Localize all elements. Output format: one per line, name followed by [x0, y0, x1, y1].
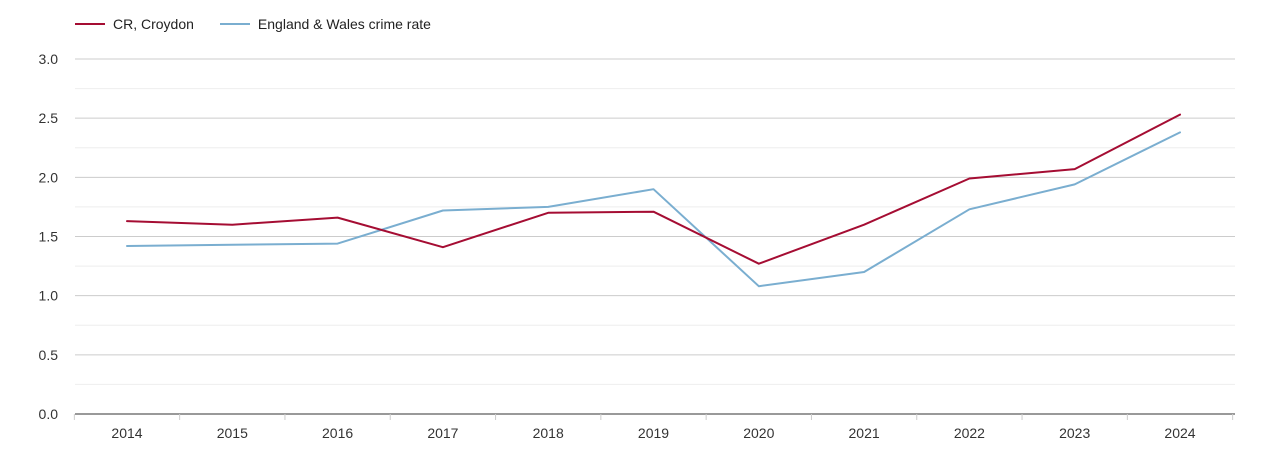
legend-item-croydon[interactable]: CR, Croydon: [75, 16, 194, 32]
x-tick-label: 2014: [111, 425, 142, 441]
y-tick-label: 3.0: [39, 51, 59, 67]
x-tick-label: 2024: [1164, 425, 1195, 441]
data-point-england-wales[interactable]: [753, 280, 765, 292]
x-tick-label: 2022: [954, 425, 985, 441]
x-tick-label: 2018: [533, 425, 564, 441]
grid-layer: [75, 58, 1235, 385]
legend-swatch-england-wales: [219, 23, 250, 25]
series-line-croydon[interactable]: [126, 113, 1181, 265]
y-tick-label: 2.0: [39, 169, 59, 185]
data-point-croydon[interactable]: [1174, 109, 1186, 121]
y-tick-label: 2.5: [39, 110, 59, 126]
data-point-croydon[interactable]: [648, 206, 660, 218]
data-point-england-wales[interactable]: [858, 266, 870, 278]
chart-legend: CR, Croydon England & Wales crime rate: [75, 16, 431, 32]
x-tick-label: 2016: [322, 425, 353, 441]
legend-item-england-wales[interactable]: England & Wales crime rate: [219, 16, 431, 32]
data-point-england-wales[interactable]: [1069, 178, 1081, 190]
data-point-croydon[interactable]: [963, 173, 975, 185]
series-line-england-wales[interactable]: [126, 131, 1181, 288]
y-tick-label: 0.0: [39, 406, 59, 422]
legend-label-england-wales: England & Wales crime rate: [257, 16, 431, 32]
x-tick-label: 2021: [849, 425, 880, 441]
x-tick-label: 2017: [427, 425, 458, 441]
data-point-england-wales[interactable]: [1174, 126, 1186, 138]
y-tick-label: 1.0: [39, 288, 59, 304]
data-point-croydon[interactable]: [1069, 163, 1081, 175]
data-point-england-wales[interactable]: [332, 238, 344, 250]
x-tick-label: 2019: [638, 425, 669, 441]
data-point-england-wales[interactable]: [121, 240, 133, 252]
legend-swatch-croydon: [75, 23, 105, 25]
data-point-croydon[interactable]: [753, 258, 765, 270]
data-point-england-wales[interactable]: [963, 203, 975, 215]
data-point-croydon[interactable]: [121, 215, 133, 227]
data-point-croydon[interactable]: [437, 241, 449, 253]
y-tick-label: 0.5: [39, 347, 59, 363]
data-point-croydon[interactable]: [332, 212, 344, 224]
legend-label-croydon: CR, Croydon: [113, 16, 194, 32]
x-tick-label: 2023: [1059, 425, 1090, 441]
data-point-england-wales[interactable]: [437, 204, 449, 216]
series-layer: [121, 109, 1186, 292]
data-point-croydon[interactable]: [542, 207, 554, 219]
data-point-croydon[interactable]: [226, 219, 238, 231]
data-point-england-wales[interactable]: [648, 183, 660, 195]
y-tick-label: 1.5: [39, 229, 59, 245]
data-point-england-wales[interactable]: [226, 239, 238, 251]
axis-layer: 0.0 0.5 1.0 1.5 2.0 2.5 3.0 2014 2015 2016 2017 201…: [39, 51, 1235, 441]
x-tick-label: 2020: [743, 425, 774, 441]
data-point-croydon[interactable]: [858, 219, 870, 231]
x-tick-label: 2015: [217, 425, 248, 441]
